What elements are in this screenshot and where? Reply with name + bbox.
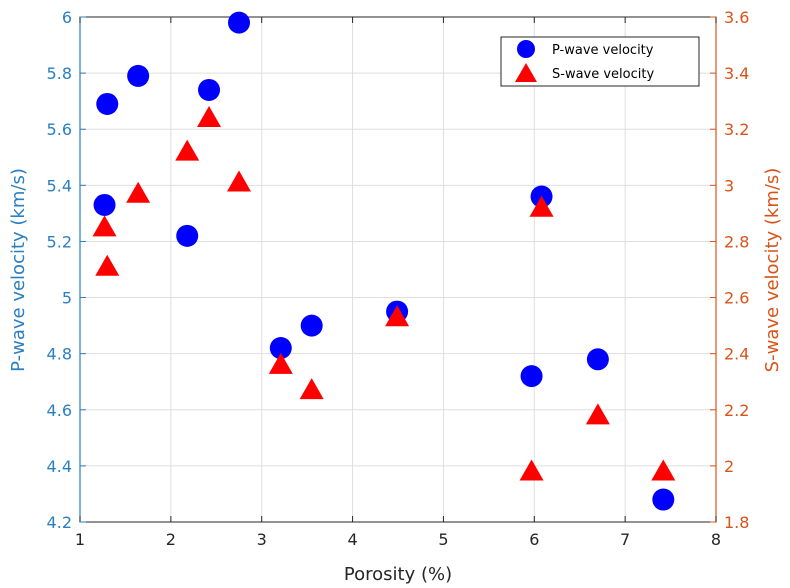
right-y-tick-label: 3 — [724, 176, 734, 195]
s-wave-point — [95, 254, 120, 276]
s-wave-point — [299, 378, 324, 400]
p-wave-point — [652, 488, 675, 511]
p-wave-point — [300, 314, 323, 337]
x-axis-label: Porosity (%) — [344, 564, 452, 585]
x-tick-label: 1 — [75, 530, 85, 549]
s-wave-point — [585, 403, 610, 425]
left-y-tick-label: 5.8 — [47, 64, 72, 83]
x-tick-label: 4 — [347, 530, 357, 549]
legend-s-wave-label: S-wave velocity — [552, 67, 654, 82]
p-wave-point — [586, 348, 609, 371]
p-wave-point — [96, 92, 119, 115]
s-wave-point — [519, 459, 544, 481]
right-y-tick-label: 3.6 — [724, 8, 749, 27]
legend-p-wave-marker — [517, 40, 535, 58]
x-tick-label: 6 — [529, 530, 539, 549]
legend-s-wave-marker — [515, 63, 537, 82]
left-y-tick-label: 5 — [62, 289, 72, 308]
right-axis-label: S-wave velocity (km/s) — [762, 168, 783, 373]
left-y-tick-label: 5.6 — [47, 120, 72, 139]
right-y-tick-label: 3.4 — [724, 64, 749, 83]
p-wave-point — [269, 337, 292, 360]
x-tick-label: 8 — [711, 530, 721, 549]
s-wave-point — [175, 139, 200, 161]
x-tick-label: 7 — [620, 530, 630, 549]
legend: P-wave velocity S-wave velocity — [500, 36, 700, 87]
s-wave-point — [197, 106, 222, 127]
p-wave-series — [93, 11, 675, 511]
left-y-tick-label: 4.6 — [47, 401, 72, 420]
s-wave-point — [385, 305, 410, 327]
legend-p-wave-label: P-wave velocity — [552, 43, 654, 58]
left-y-tick-label: 4.8 — [47, 345, 72, 364]
right-y-tick-label: 2.2 — [724, 401, 749, 420]
s-wave-point — [126, 181, 151, 203]
left-axis-label: P-wave velocity (km/s) — [8, 168, 29, 372]
left-y-tick-label: 6 — [62, 8, 72, 27]
s-wave-point — [529, 195, 554, 217]
s-wave-point — [92, 215, 117, 237]
p-wave-point — [228, 11, 250, 34]
right-y-tick-label: 3.2 — [724, 120, 749, 139]
s-wave-point — [651, 459, 676, 481]
right-y-tick-label: 2.8 — [724, 232, 749, 251]
data-marks — [92, 11, 676, 511]
p-wave-point — [176, 224, 199, 247]
right-y-tick-label: 1.8 — [724, 513, 749, 532]
left-y-tick-label: 5.2 — [47, 232, 72, 251]
left-y-tick-label: 5.4 — [47, 176, 72, 195]
x-tick-label: 5 — [438, 530, 448, 549]
x-tick-label: 2 — [166, 530, 176, 549]
right-y-tick-label: 2.4 — [724, 345, 749, 364]
p-wave-point — [198, 78, 221, 101]
tick-marks — [79, 16, 717, 523]
s-wave-series — [92, 106, 676, 481]
right-y-tick-label: 2.6 — [724, 289, 749, 308]
p-wave-point — [93, 193, 116, 216]
grid-lines — [79, 16, 717, 523]
p-wave-point — [520, 365, 543, 388]
right-y-tick-label: 2 — [724, 457, 734, 476]
tick-labels: 1 2 3 4 5 6 7 8 4.2 4.4 4.6 4.8 5 5.2 5.4 5.6 5.8 6 1.8 2 2.… — [47, 8, 750, 549]
x-tick-label: 3 — [257, 530, 267, 549]
plot-frame — [79, 16, 717, 523]
s-wave-point — [227, 170, 251, 192]
left-y-tick-label: 4.2 — [47, 513, 72, 532]
s-wave-point — [268, 352, 293, 374]
p-wave-point — [127, 64, 150, 87]
left-y-tick-label: 4.4 — [47, 457, 72, 476]
